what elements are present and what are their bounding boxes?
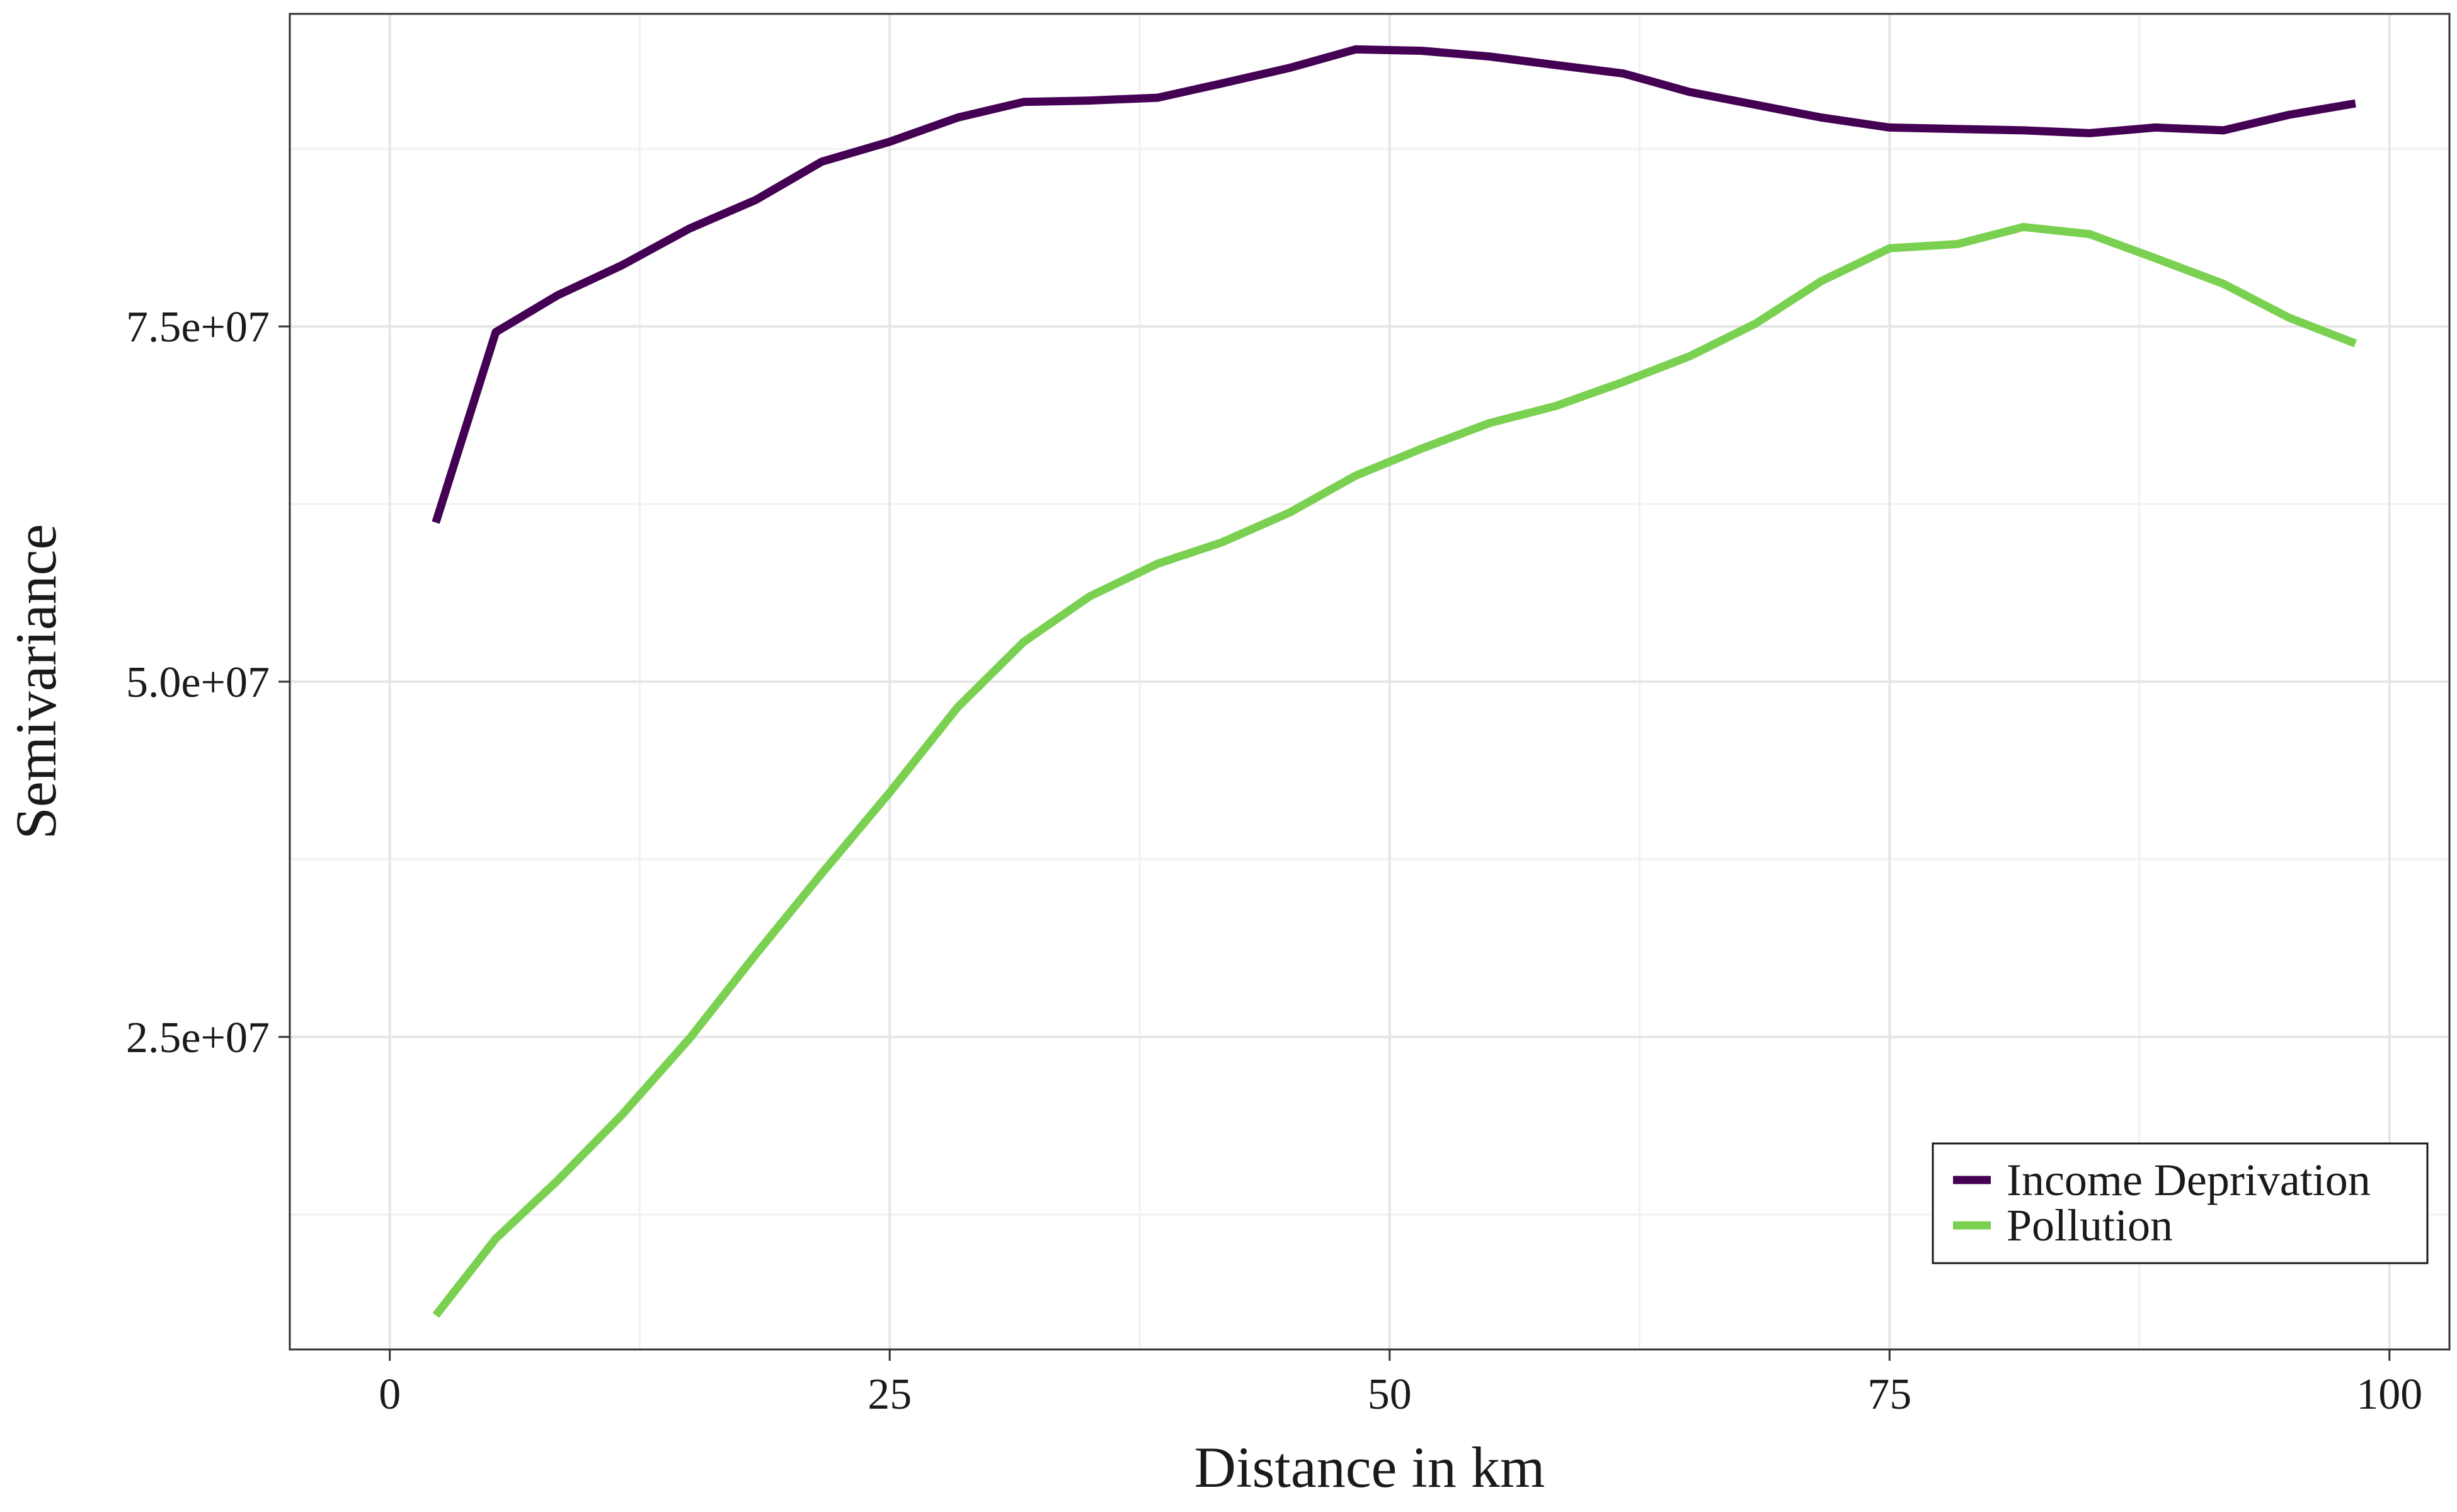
- x-tick-label: 0: [379, 1370, 401, 1419]
- y-axis: 2.5e+07 5.0e+07 7.5e+07: [126, 303, 290, 1062]
- series-lines: [432, 45, 2357, 1318]
- legend-label-pollution: Pollution: [2007, 1200, 2173, 1251]
- y-tick-label: 7.5e+07: [126, 303, 270, 352]
- x-tick-label: 25: [868, 1370, 912, 1419]
- legend-label-income-deprivation: Income Deprivation: [2007, 1155, 2371, 1205]
- y-axis-title: Semivariance: [4, 524, 68, 840]
- y-tick-label: 5.0e+07: [126, 658, 270, 707]
- series-line-pollution: [432, 222, 2357, 1318]
- x-tick-label: 75: [1867, 1370, 1911, 1419]
- legend-box: [1932, 1142, 2429, 1264]
- y-tick-label: 2.5e+07: [126, 1014, 270, 1062]
- grid-lines: [290, 14, 2449, 1349]
- series-line-income-deprivation: [432, 45, 2356, 524]
- x-tick-label: 50: [1368, 1370, 1412, 1419]
- x-tick-label: 100: [2356, 1370, 2422, 1419]
- x-axis-title: Distance in km: [1194, 1435, 1545, 1499]
- x-axis: 0 25 50 75 100: [379, 1349, 2422, 1419]
- legend: Income Deprivation Pollution: [1932, 1142, 2429, 1264]
